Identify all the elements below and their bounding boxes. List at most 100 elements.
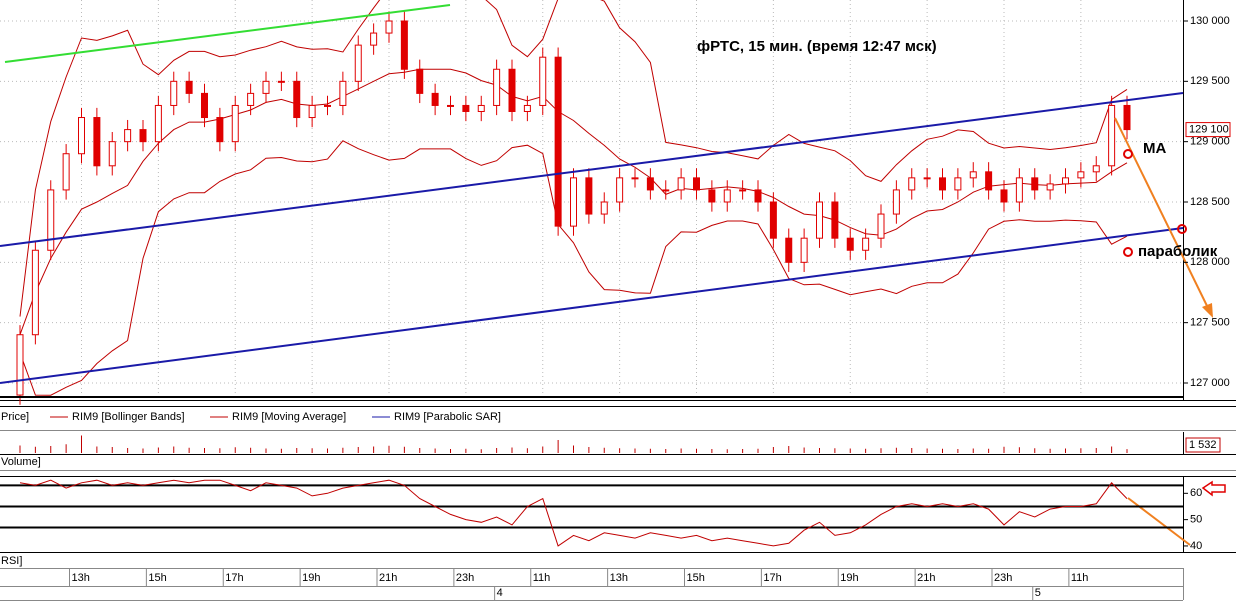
- candle-body: [231, 104, 239, 143]
- candle-body: [447, 104, 454, 107]
- candle-body: [277, 80, 285, 83]
- legend-entry: RIM9 [Moving Average]: [232, 411, 346, 423]
- candle-body: [846, 237, 854, 251]
- bollinger-upper: [19, 0, 1128, 317]
- candle-body: [493, 68, 501, 106]
- candle-body: [708, 189, 716, 203]
- candle-body: [954, 177, 962, 191]
- candle-body: [216, 117, 224, 143]
- x-tick-label: 21h: [917, 572, 935, 584]
- legend-entry: RIM9 [Bollinger Bands]: [72, 411, 185, 423]
- candle-body: [800, 237, 808, 263]
- candle-body: [47, 189, 55, 251]
- x-tick-label: 19h: [840, 572, 858, 584]
- candle-body: [723, 189, 731, 203]
- candle-body: [1031, 177, 1039, 191]
- candle-body: [754, 189, 762, 203]
- candle-body: [400, 20, 408, 70]
- candle-body: [908, 177, 916, 191]
- candle-body: [324, 104, 331, 107]
- candle-body: [62, 153, 70, 191]
- candle-body: [354, 44, 362, 82]
- panel-label: Volume]: [1, 456, 41, 468]
- candle-body: [616, 177, 624, 203]
- price-label: 129 100: [1189, 123, 1229, 135]
- x-tick-label: 15h: [148, 572, 166, 584]
- candle-body: [431, 92, 439, 106]
- candle-body: [93, 117, 101, 167]
- candle-body: [1092, 165, 1100, 173]
- candle-body: [201, 92, 208, 119]
- candle-body: [739, 189, 747, 192]
- candle-body: [523, 104, 531, 112]
- candle-body: [370, 32, 378, 46]
- candle-body: [508, 68, 516, 112]
- candle-body: [247, 92, 255, 106]
- candle-body: [170, 80, 178, 106]
- y-tick-label: 127 000: [1190, 377, 1230, 389]
- bollinger-lower: [19, 140, 1128, 396]
- arrow-head: [1202, 303, 1213, 318]
- x-tick-label: 19h: [302, 572, 320, 584]
- candle-body: [339, 80, 347, 106]
- candle-body: [262, 80, 270, 94]
- candle-body: [631, 177, 639, 180]
- trend-lines: [0, 4, 1226, 546]
- candle-body: [1015, 177, 1023, 203]
- candle-body: [416, 68, 424, 94]
- y-tick-label: 127 500: [1190, 317, 1230, 329]
- candle-body: [662, 189, 670, 192]
- annotation: MA: [1143, 140, 1166, 157]
- level-arrow: [1201, 480, 1226, 497]
- x-tick-label: 11h: [533, 572, 551, 584]
- x-tick-label: 11h: [1071, 572, 1089, 584]
- panel-label: RSI]: [1, 555, 22, 567]
- candle-body: [816, 201, 823, 239]
- y-tick-label: 128 000: [1190, 256, 1230, 268]
- candle-body: [693, 177, 700, 191]
- x-tick-label: 17h: [763, 572, 781, 584]
- candle-body: [124, 129, 132, 143]
- candle-body: [1046, 183, 1054, 191]
- candle-body: [677, 177, 685, 191]
- x-tick-label: 5: [1035, 587, 1041, 599]
- candle-body: [308, 104, 316, 119]
- y-tick-label: 40: [1190, 540, 1202, 552]
- candle-body: [16, 334, 24, 396]
- candle-body: [539, 56, 547, 106]
- legend-entry: Price]: [1, 411, 29, 423]
- rsi-line: [19, 479, 1128, 547]
- candle-body: [78, 117, 85, 155]
- candle-body: [108, 141, 116, 167]
- candle-body: [1000, 189, 1008, 203]
- x-tick-label: 23h: [994, 572, 1012, 584]
- candle-body: [570, 177, 577, 227]
- candle-body: [1123, 104, 1131, 131]
- candle-body: [785, 237, 793, 263]
- candle-body: [585, 177, 593, 215]
- candle-body: [600, 201, 608, 215]
- candle-body: [969, 171, 977, 179]
- candle-body: [462, 104, 470, 112]
- candle-body: [185, 80, 193, 94]
- candle-body: [1077, 171, 1085, 179]
- candle-body: [831, 201, 839, 239]
- candle-body: [1062, 177, 1069, 185]
- candle-body: [1108, 104, 1116, 167]
- candle-body: [477, 104, 485, 112]
- candle-body: [293, 80, 301, 119]
- candle-body: [862, 237, 870, 251]
- annotation: параболик: [1138, 243, 1218, 260]
- candle-body: [554, 56, 562, 227]
- trend-line: [4, 4, 451, 63]
- candle-body: [923, 177, 931, 180]
- x-tick-label: 21h: [379, 572, 397, 584]
- x-tick-label: 4: [497, 587, 503, 599]
- legend-entry: RIM9 [Parabolic SAR]: [394, 411, 501, 423]
- y-tick-label: 128 500: [1190, 196, 1230, 208]
- candle-body: [939, 177, 946, 191]
- marker: [1123, 149, 1133, 159]
- candle-body: [385, 20, 393, 34]
